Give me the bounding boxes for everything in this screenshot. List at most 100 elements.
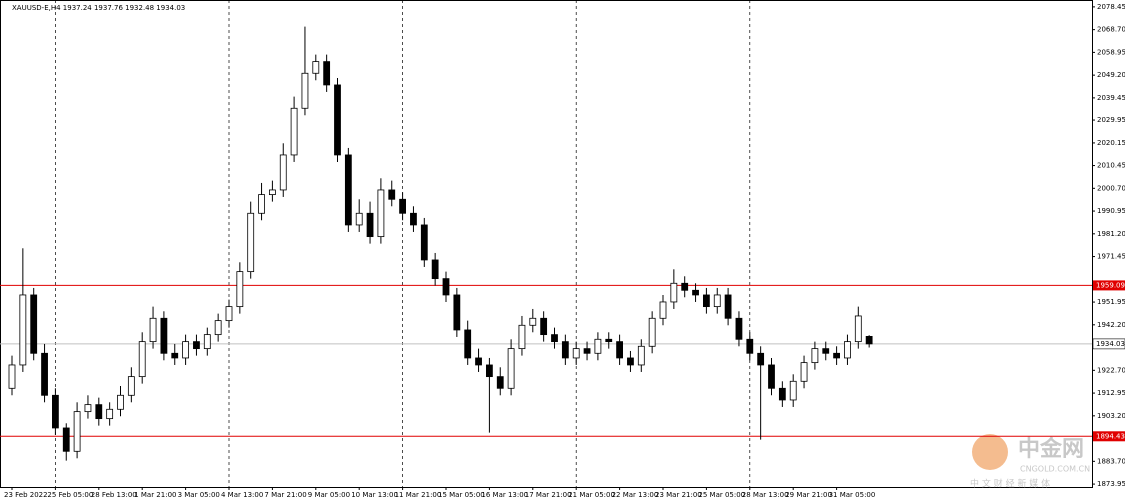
- candle-body: [605, 338, 613, 343]
- candle-body: [127, 376, 135, 396]
- candle-body: [344, 154, 352, 226]
- y-tick-label: 2049.20: [1097, 71, 1125, 79]
- candle-body: [865, 335, 873, 345]
- y-tick-label: 2010.45: [1097, 162, 1125, 170]
- y-tick-label: 1951.95: [1097, 298, 1125, 306]
- candle-body: [193, 341, 200, 350]
- candle-body: [583, 348, 591, 354]
- candle-body: [420, 224, 428, 261]
- candle-body: [30, 294, 38, 354]
- candle-body: [73, 411, 81, 452]
- candle-body: [637, 345, 645, 366]
- candle-body: [800, 362, 808, 382]
- candle-body: [171, 352, 179, 359]
- candle-body: [214, 320, 222, 336]
- x-tick-label: 23 Feb 2022: [4, 491, 48, 499]
- candle-body: [724, 294, 732, 319]
- candle-body: [822, 348, 830, 354]
- candle-body: [399, 198, 407, 214]
- y-tick-label: 2068.70: [1097, 26, 1125, 34]
- candle-body: [334, 84, 341, 156]
- y-tick-label: 2020.15: [1097, 139, 1125, 147]
- x-tick-label: 17 Mar 21:00: [525, 491, 572, 499]
- candle-body: [854, 315, 862, 343]
- y-tick-label: 1990.95: [1097, 207, 1125, 215]
- candle-body: [279, 154, 287, 191]
- candle-body: [182, 341, 190, 359]
- x-tick-label: 11 Mar 21:00: [395, 491, 442, 499]
- candle-body: [149, 317, 157, 343]
- candle-body: [290, 107, 298, 156]
- candle-body: [594, 338, 602, 354]
- candle-body: [811, 348, 819, 364]
- candle-body: [388, 189, 396, 200]
- candle-body: [106, 408, 114, 420]
- x-tick-label: 25 Mar 05:00: [698, 491, 745, 499]
- x-tick-label: 29 Mar 21:00: [785, 491, 832, 499]
- candle-body: [268, 189, 276, 196]
- candle-body: [236, 271, 244, 308]
- candle-body: [19, 294, 27, 366]
- x-tick-label: 25 Feb 05:00: [47, 491, 93, 499]
- candle-body: [247, 212, 255, 273]
- candle-body: [757, 352, 765, 366]
- candle-body: [475, 357, 482, 366]
- candle-body: [258, 194, 265, 214]
- x-tick-label: 16 Mar 13:00: [481, 491, 528, 499]
- candle-body: [844, 341, 851, 359]
- candle-body: [540, 317, 548, 336]
- x-tick-label: 28 Feb 13:00: [91, 491, 137, 499]
- y-tick-label: 2058.95: [1097, 48, 1125, 56]
- candle-body: [225, 306, 233, 322]
- y-tick-label: 1922.70: [1097, 366, 1125, 374]
- candle-body: [746, 338, 754, 354]
- candle-body: [692, 289, 699, 296]
- y-tick-label: 2029.95: [1097, 116, 1125, 124]
- candle-body: [485, 364, 493, 378]
- candle-body: [377, 189, 385, 238]
- x-tick-label: 7 Mar 21:00: [264, 491, 306, 499]
- x-tick-label: 22 Mar 13:00: [612, 491, 659, 499]
- candle-body: [117, 394, 124, 410]
- y-tick-label: 1942.20: [1097, 321, 1125, 329]
- x-tick-label: 9 Mar 05:00: [308, 491, 350, 499]
- candle-body: [681, 282, 689, 291]
- logo-slogan: 中 文 财 经 新 媒 体: [970, 478, 1050, 490]
- x-tick-label: 15 Mar 05:00: [438, 491, 485, 499]
- level-label: 1959.09: [1096, 281, 1125, 289]
- candle-body: [735, 317, 743, 340]
- y-tick-label: 1873.95: [1097, 480, 1125, 488]
- candle-body: [572, 348, 580, 359]
- y-tick-label: 2039.45: [1097, 94, 1125, 102]
- candle-body: [833, 352, 840, 359]
- y-tick-label: 1971.45: [1097, 253, 1125, 261]
- x-tick-label: 23 Mar 21:00: [655, 491, 702, 499]
- x-tick-label: 31 Mar 05:00: [829, 491, 876, 499]
- candle-body: [496, 376, 504, 389]
- candle-body: [355, 212, 363, 226]
- logo-icon: [972, 434, 1008, 470]
- y-tick-label: 1883.70: [1097, 457, 1125, 465]
- candle-body: [410, 212, 417, 226]
- level-tag: [1093, 280, 1125, 291]
- candle-body: [431, 259, 439, 280]
- x-tick-label: 1 Mar 21:00: [134, 491, 176, 499]
- candle-body: [670, 282, 678, 303]
- candle-body: [518, 324, 526, 350]
- plot-frame: [0, 0, 1093, 488]
- candle-body: [41, 352, 48, 396]
- y-tick-label: 1981.20: [1097, 230, 1125, 238]
- candle-body: [453, 294, 461, 331]
- candle-body: [160, 317, 168, 354]
- candle-body: [366, 212, 374, 238]
- candle-body: [138, 341, 146, 378]
- candle-body: [464, 329, 472, 359]
- last-price-label: 1934.03: [1096, 340, 1125, 348]
- candle-body: [648, 317, 656, 347]
- candle-body: [659, 301, 667, 319]
- candle-body: [627, 357, 634, 366]
- candle-body: [8, 364, 16, 389]
- candle-body: [551, 334, 558, 343]
